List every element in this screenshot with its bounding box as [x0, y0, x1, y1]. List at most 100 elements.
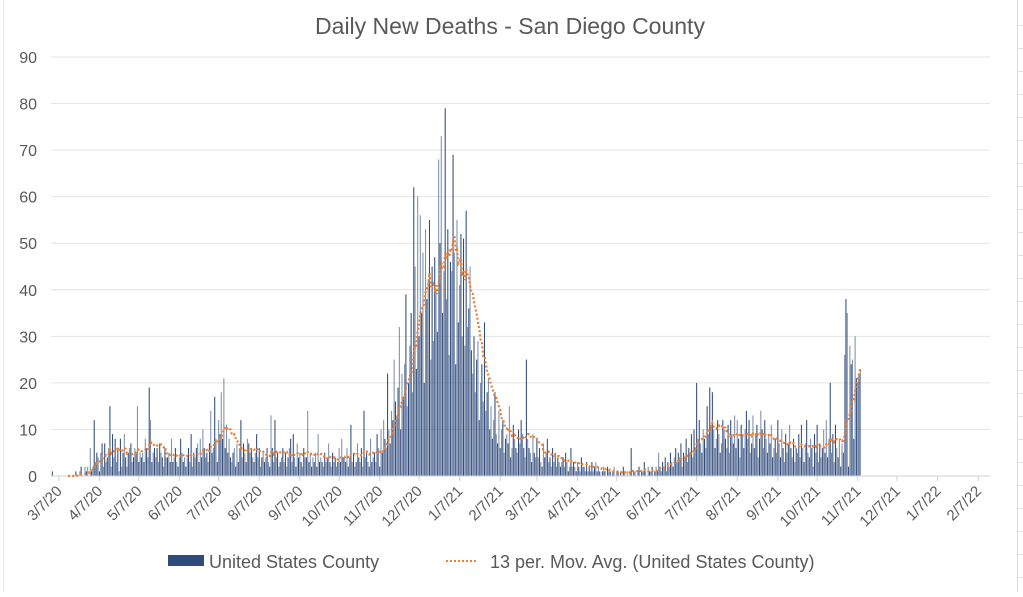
bar [654, 471, 656, 476]
bar [189, 462, 191, 476]
bar [245, 462, 247, 476]
bar [197, 443, 199, 476]
bar [782, 448, 784, 476]
bar [562, 457, 564, 476]
bar [512, 424, 514, 476]
bar [427, 280, 429, 476]
bar [596, 471, 598, 476]
x-tick-label: 3/7/21 [502, 483, 544, 525]
bar [672, 466, 674, 476]
bar [459, 285, 461, 476]
bar [679, 457, 681, 476]
spreadsheet-row-line [1018, 209, 1023, 210]
bar [169, 462, 171, 476]
bar [675, 448, 677, 476]
bar [207, 462, 209, 476]
bar [290, 438, 292, 476]
y-axis-tick-labels: 0 10 20 30 40 50 60 70 80 90 [19, 50, 37, 486]
bar [731, 434, 733, 476]
bar [392, 420, 394, 476]
bar [698, 420, 700, 476]
bar [790, 448, 792, 476]
bar [702, 429, 704, 476]
bar [490, 406, 492, 476]
bar [633, 471, 635, 476]
bar [148, 387, 150, 476]
bar [550, 466, 552, 476]
x-tick-label: 11/7/21 [818, 483, 865, 530]
bar [89, 448, 91, 476]
bar [520, 420, 522, 476]
bar [706, 406, 708, 476]
bar [721, 443, 723, 476]
bar [515, 448, 517, 476]
bar [364, 457, 366, 476]
bar [736, 420, 738, 476]
bar [498, 410, 500, 476]
bar [282, 448, 284, 476]
bar [469, 266, 471, 476]
bar [265, 457, 267, 476]
bar [463, 238, 465, 476]
bar [335, 466, 338, 476]
bar [256, 434, 258, 476]
bar [346, 448, 348, 476]
bar [493, 420, 495, 476]
bar [692, 457, 694, 476]
bar [140, 457, 142, 476]
bar [194, 457, 196, 476]
bar [316, 466, 318, 476]
bar [503, 452, 505, 476]
bar [766, 452, 768, 476]
bar [752, 415, 754, 476]
bar [476, 359, 478, 476]
bar [174, 448, 176, 476]
bar [235, 466, 237, 476]
bar [853, 438, 855, 476]
y-tick-label: 40 [19, 283, 37, 300]
bar [813, 434, 816, 476]
spreadsheet-row-line [1018, 94, 1023, 95]
bar [841, 443, 843, 476]
bar [757, 457, 759, 476]
bar [540, 462, 542, 476]
bar [368, 466, 370, 476]
bar [248, 443, 250, 476]
legend-label-moving-average: 13 per. Mov. Avg. (United States County) [490, 552, 815, 572]
bar [184, 457, 186, 476]
bar [726, 448, 728, 476]
bar [401, 373, 403, 476]
bar [231, 462, 233, 476]
bar [246, 438, 248, 476]
bar [160, 452, 162, 476]
bar [214, 396, 216, 476]
bar [373, 452, 375, 476]
spreadsheet-background [1018, 0, 1023, 592]
bar [266, 448, 268, 476]
x-tick-label: 5/7/21 [582, 483, 624, 525]
bar [267, 462, 269, 476]
bar [394, 401, 396, 476]
bar [573, 462, 575, 476]
bar [608, 471, 610, 476]
bar [123, 434, 125, 476]
spreadsheet-row-line [1018, 554, 1023, 555]
bar [320, 457, 322, 476]
bar [375, 462, 377, 476]
bar [93, 420, 95, 476]
bar [131, 462, 133, 476]
bar [104, 443, 106, 476]
bar [211, 452, 213, 476]
bar [143, 462, 145, 476]
bar [711, 392, 713, 476]
bar [637, 471, 639, 476]
bar [75, 471, 77, 476]
bar [535, 457, 537, 476]
bar [301, 466, 303, 476]
bar [337, 462, 339, 476]
bar [228, 438, 230, 476]
bar [343, 457, 345, 476]
bar [590, 471, 592, 476]
bar [507, 443, 509, 476]
bar [798, 434, 800, 476]
